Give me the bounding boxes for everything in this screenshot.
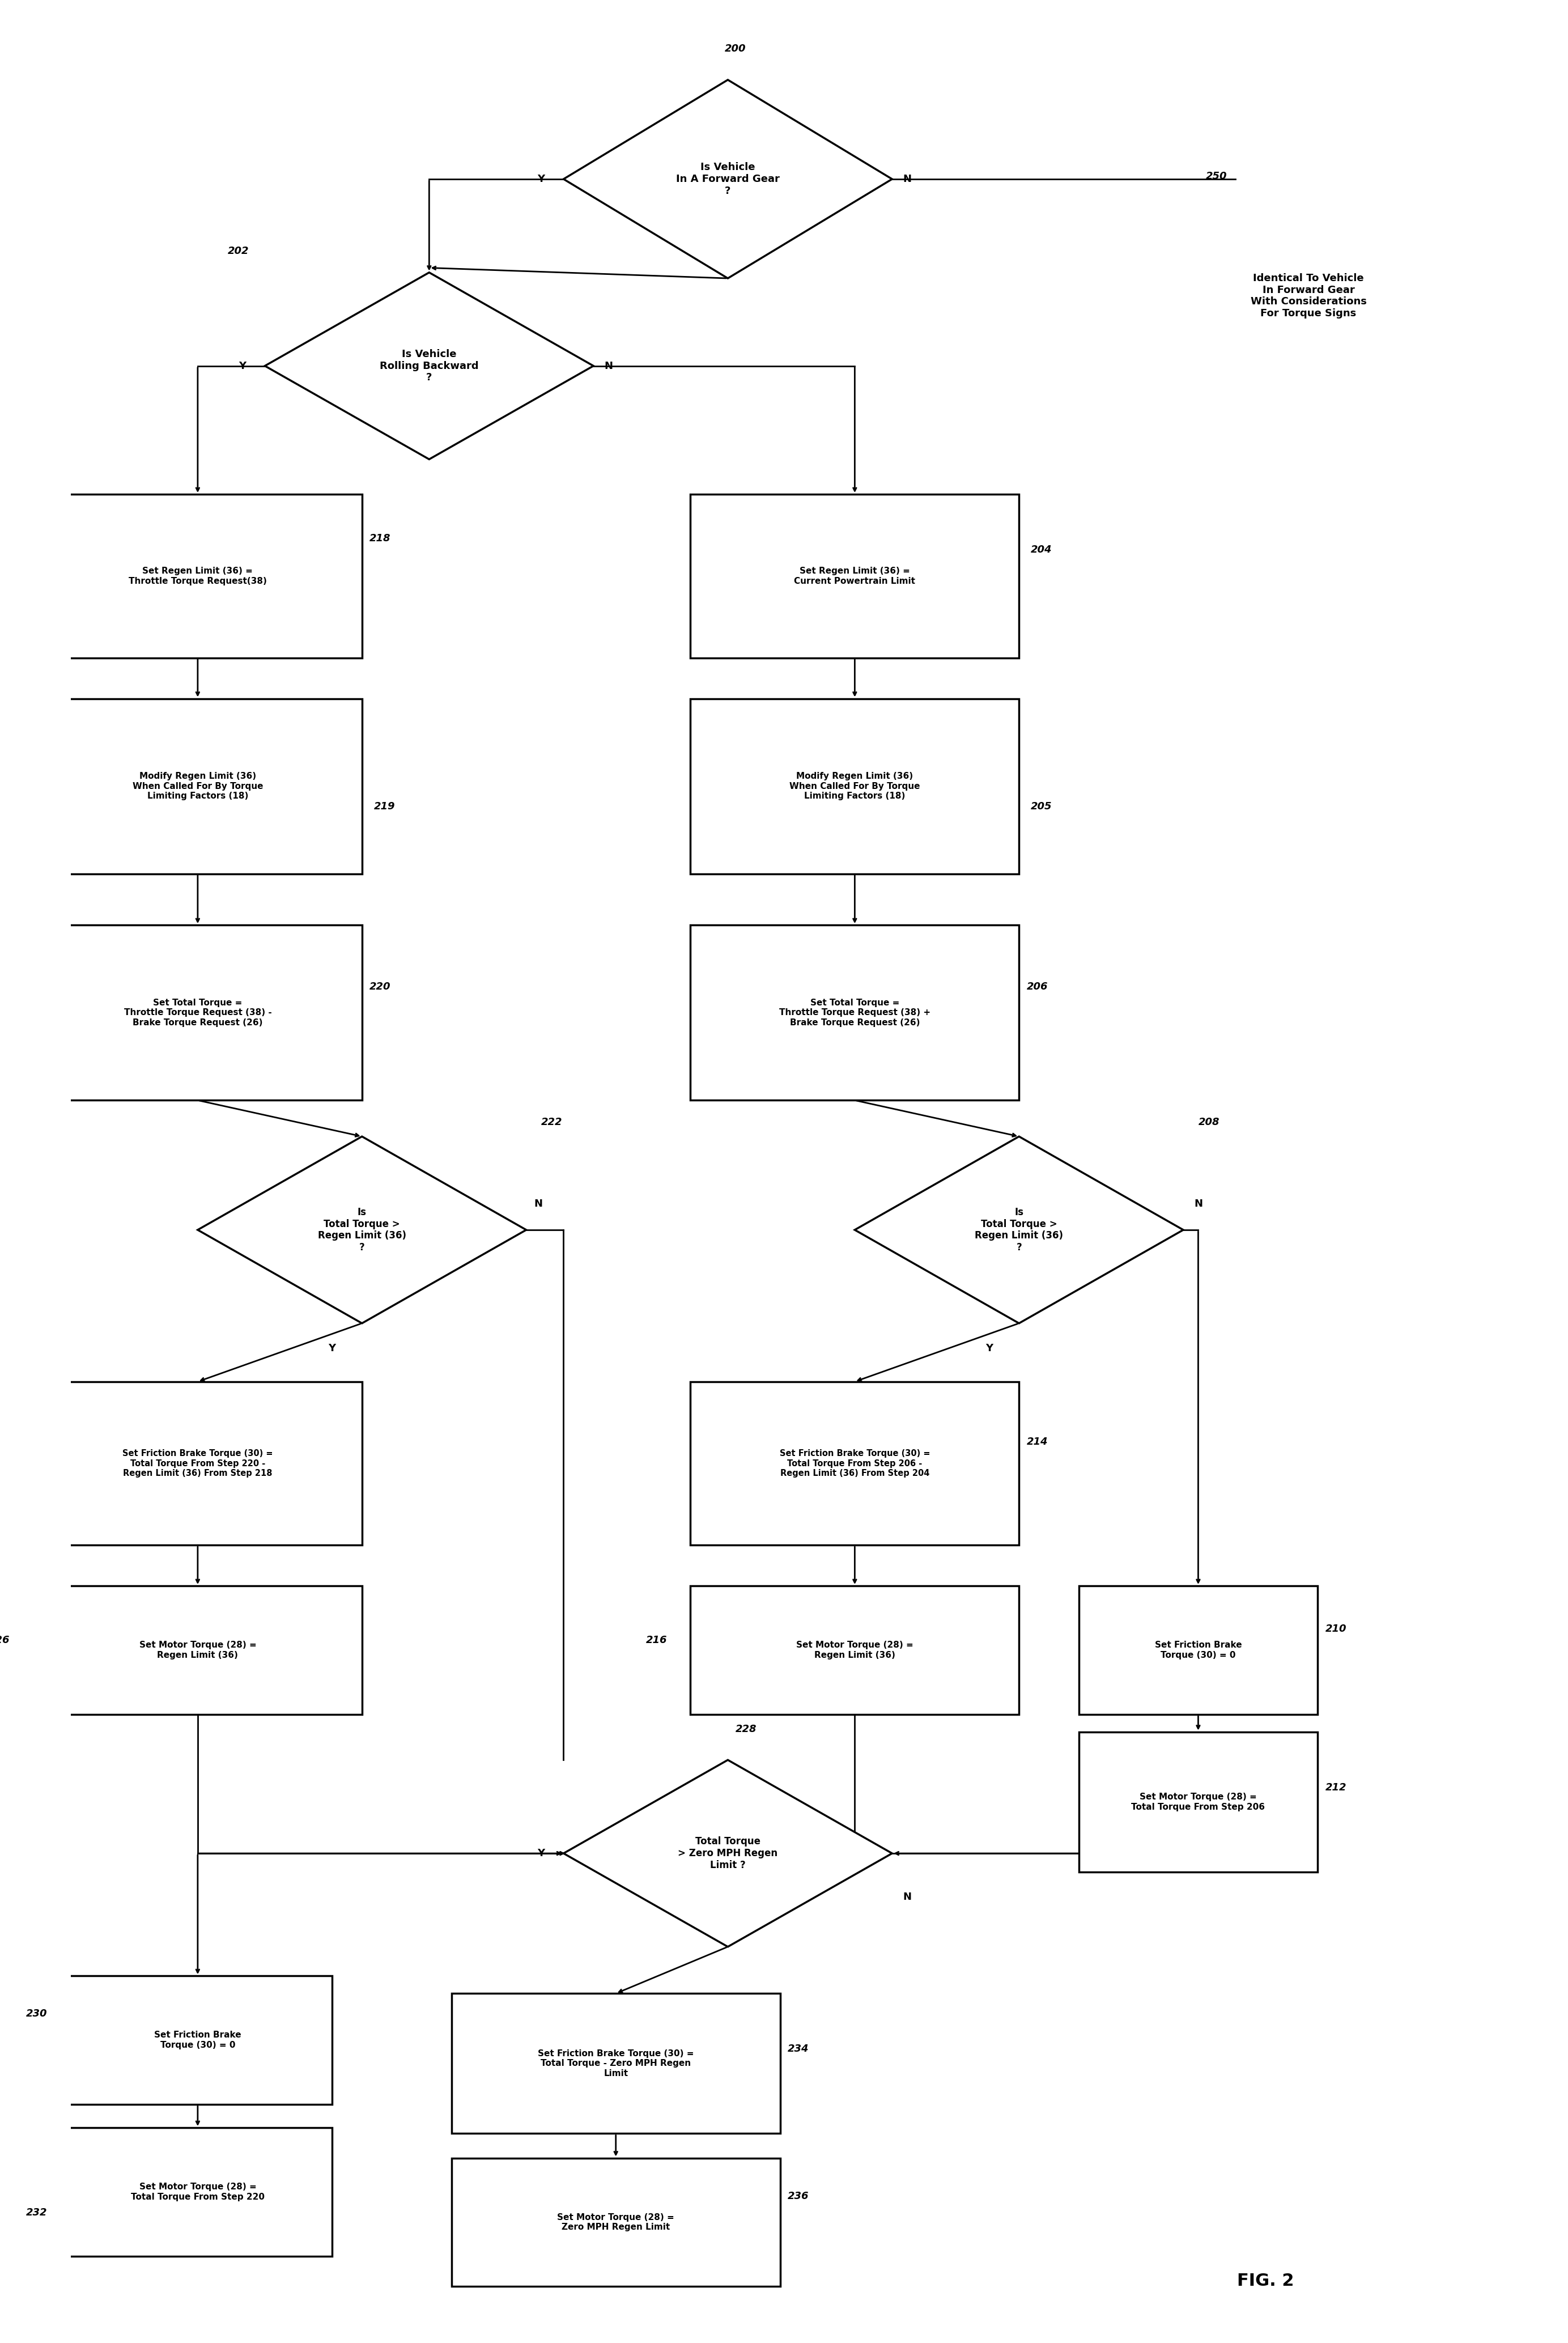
- Text: N: N: [535, 1200, 543, 1209]
- Text: 204: 204: [1030, 546, 1052, 555]
- Text: Modify Regen Limit (36)
When Called For By Torque
Limiting Factors (18): Modify Regen Limit (36) When Called For …: [132, 773, 263, 801]
- Bar: [452, 2158, 781, 2287]
- Text: Set Friction Brake Torque (30) =
Total Torque - Zero MPH Regen
Limit: Set Friction Brake Torque (30) = Total T…: [538, 2050, 695, 2078]
- Text: Total Torque
> Zero MPH Regen
Limit ?: Total Torque > Zero MPH Regen Limit ?: [677, 1837, 778, 1870]
- Text: 200: 200: [724, 45, 746, 54]
- Polygon shape: [265, 272, 593, 459]
- Text: Set Motor Torque (28) =
Total Torque From Step 220: Set Motor Torque (28) = Total Torque Fro…: [130, 2184, 265, 2200]
- Text: Is Vehicle
Rolling Backward
?: Is Vehicle Rolling Backward ?: [379, 349, 478, 382]
- Text: Y: Y: [238, 361, 246, 370]
- Text: Set Friction Brake
Torque (30) = 0: Set Friction Brake Torque (30) = 0: [1154, 1640, 1242, 1659]
- Polygon shape: [198, 1136, 527, 1324]
- Text: Set Motor Torque (28) =
Regen Limit (36): Set Motor Torque (28) = Regen Limit (36): [797, 1640, 913, 1659]
- Text: Is Vehicle
In A Forward Gear
?: Is Vehicle In A Forward Gear ?: [676, 162, 779, 197]
- Bar: [452, 1994, 781, 2134]
- Text: Is
Total Torque >
Regen Limit (36)
?: Is Total Torque > Regen Limit (36) ?: [318, 1207, 406, 1254]
- Polygon shape: [563, 1760, 892, 1947]
- Text: 214: 214: [1027, 1436, 1047, 1448]
- Text: Set Motor Torque (28) =
Zero MPH Regen Limit: Set Motor Torque (28) = Zero MPH Regen L…: [557, 2214, 674, 2231]
- Text: Set Motor Torque (28) =
Total Torque From Step 206: Set Motor Torque (28) = Total Torque Fro…: [1132, 1792, 1265, 1811]
- Text: Modify Regen Limit (36)
When Called For By Torque
Limiting Factors (18): Modify Regen Limit (36) When Called For …: [789, 773, 920, 801]
- Text: 218: 218: [370, 534, 390, 544]
- Text: 210: 210: [1325, 1624, 1347, 1633]
- Text: 226: 226: [0, 1635, 9, 1645]
- Text: Set Motor Torque (28) =
Regen Limit (36): Set Motor Torque (28) = Regen Limit (36): [140, 1640, 256, 1659]
- Bar: [63, 2127, 332, 2256]
- Text: 208: 208: [1198, 1118, 1220, 1127]
- Text: Y: Y: [985, 1343, 993, 1354]
- Text: N: N: [903, 173, 911, 185]
- Text: 219: 219: [373, 801, 395, 811]
- Text: N: N: [604, 361, 613, 370]
- Text: 232: 232: [27, 2207, 47, 2216]
- Bar: [690, 925, 1019, 1101]
- Text: 216: 216: [646, 1635, 666, 1645]
- Text: N: N: [903, 1893, 911, 1903]
- Text: FIG. 2: FIG. 2: [1237, 2273, 1294, 2289]
- Bar: [63, 1975, 332, 2104]
- Text: 222: 222: [541, 1118, 563, 1127]
- Text: Is
Total Torque >
Regen Limit (36)
?: Is Total Torque > Regen Limit (36) ?: [975, 1207, 1063, 1254]
- Bar: [1079, 1586, 1317, 1715]
- Bar: [1079, 1731, 1317, 1872]
- Text: 228: 228: [735, 1724, 756, 1734]
- Bar: [690, 494, 1019, 658]
- Text: Identical To Vehicle
In Forward Gear
With Considerations
For Torque Signs: Identical To Vehicle In Forward Gear Wit…: [1250, 274, 1367, 319]
- Bar: [690, 1586, 1019, 1715]
- Text: Set Friction Brake Torque (30) =
Total Torque From Step 220 -
Regen Limit (36) F: Set Friction Brake Torque (30) = Total T…: [122, 1450, 273, 1478]
- Bar: [33, 1586, 362, 1715]
- Bar: [690, 1382, 1019, 1544]
- Bar: [33, 698, 362, 874]
- Bar: [33, 494, 362, 658]
- Text: 250: 250: [1206, 171, 1226, 180]
- Text: 234: 234: [787, 2043, 809, 2055]
- Text: Y: Y: [538, 173, 544, 185]
- Text: Y: Y: [538, 1849, 544, 1858]
- Text: Set Total Torque =
Throttle Torque Request (38) -
Brake Torque Request (26): Set Total Torque = Throttle Torque Reque…: [124, 998, 271, 1026]
- Text: 220: 220: [370, 982, 390, 991]
- Text: Set Regen Limit (36) =
Current Powertrain Limit: Set Regen Limit (36) = Current Powertrai…: [793, 567, 916, 586]
- Text: Y: Y: [328, 1343, 336, 1354]
- Text: Set Friction Brake
Torque (30) = 0: Set Friction Brake Torque (30) = 0: [154, 2031, 241, 2050]
- Bar: [33, 1382, 362, 1544]
- Polygon shape: [563, 80, 892, 279]
- Text: N: N: [1193, 1200, 1203, 1209]
- Text: 205: 205: [1030, 801, 1052, 811]
- Text: Set Friction Brake Torque (30) =
Total Torque From Step 206 -
Regen Limit (36) F: Set Friction Brake Torque (30) = Total T…: [779, 1450, 930, 1478]
- Text: 236: 236: [787, 2191, 809, 2200]
- Bar: [690, 698, 1019, 874]
- Text: 206: 206: [1027, 982, 1047, 991]
- Polygon shape: [855, 1136, 1184, 1324]
- Bar: [33, 925, 362, 1101]
- Text: Set Total Torque =
Throttle Torque Request (38) +
Brake Torque Request (26): Set Total Torque = Throttle Torque Reque…: [779, 998, 930, 1026]
- Text: 230: 230: [27, 2008, 47, 2020]
- Text: 212: 212: [1325, 1783, 1347, 1792]
- Text: 202: 202: [227, 246, 249, 255]
- Text: Set Regen Limit (36) =
Throttle Torque Request(38): Set Regen Limit (36) = Throttle Torque R…: [129, 567, 267, 586]
